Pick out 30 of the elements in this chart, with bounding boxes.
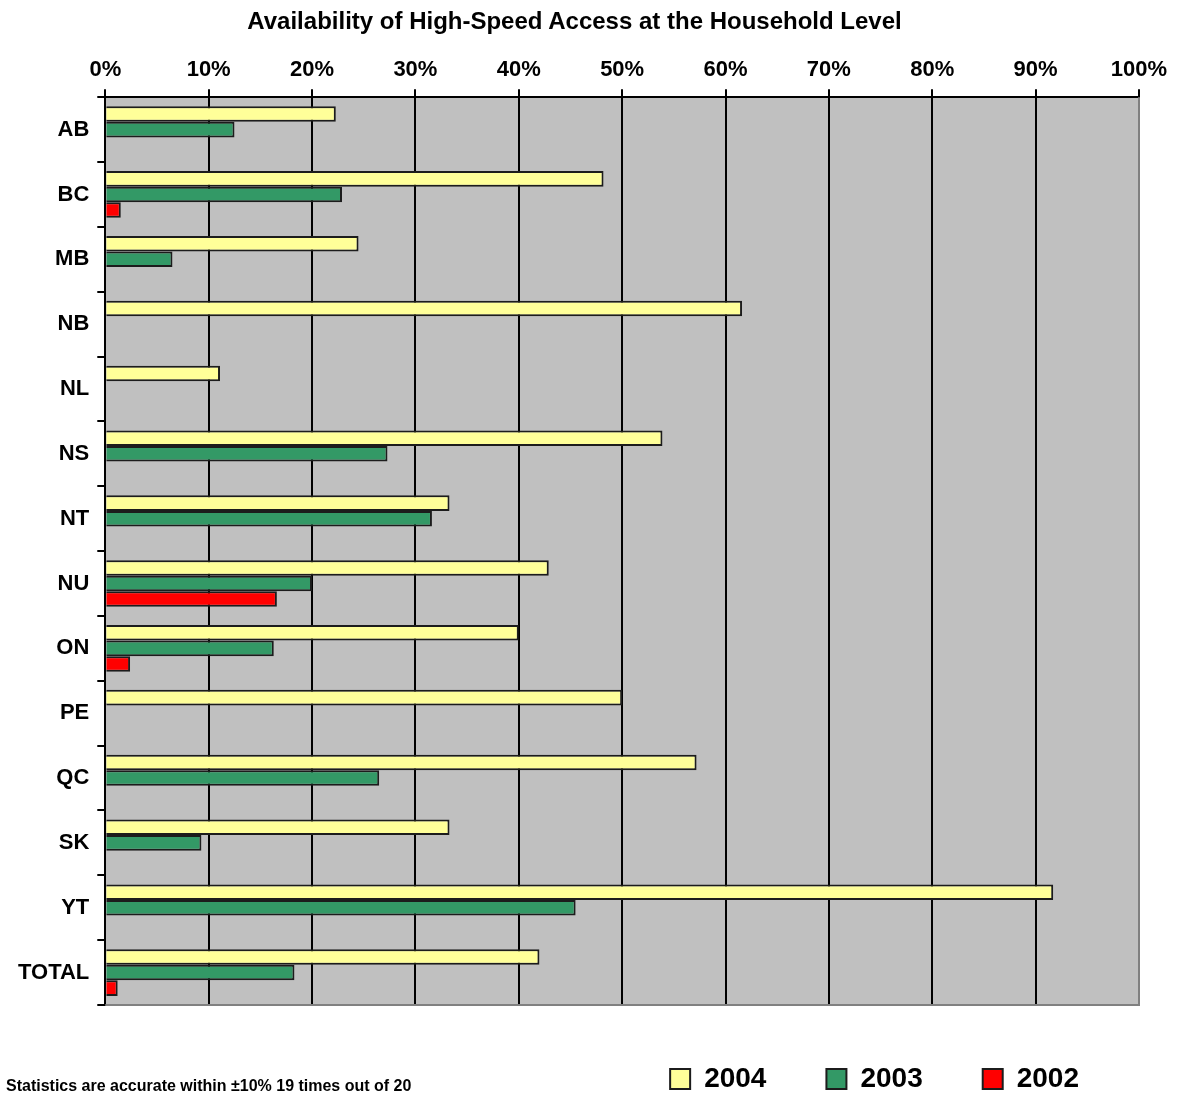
y-tick-label: BC	[57, 180, 90, 206]
x-tick-label: 20%	[290, 56, 335, 82]
y-tick-label: MB	[55, 245, 90, 271]
y-tick-label: ON	[56, 634, 90, 660]
y-tick-label: AB	[57, 115, 90, 141]
legend-label: 2003	[860, 1061, 923, 1093]
y-tick-label: PE	[59, 699, 90, 725]
y-tick-label: YT	[61, 893, 90, 919]
x-tick-label: 10%	[186, 56, 231, 82]
x-tick-label: 30%	[393, 56, 438, 82]
x-tick-label: 100%	[1110, 56, 1168, 82]
x-tick-label: 50%	[600, 56, 645, 82]
y-tick-label: NT	[59, 504, 90, 530]
y-tick-label: NU	[57, 569, 90, 595]
x-tick-label: 0%	[89, 56, 122, 82]
x-tick-label: 40%	[496, 56, 541, 82]
y-tick-label: NL	[59, 375, 90, 401]
chart-title: Availability of High-Speed Access at the Household Level	[247, 7, 902, 35]
y-tick-label: NB	[57, 310, 90, 336]
text: Statistics are accurate within ±10% 19 times out of 20	[6, 1077, 412, 1095]
x-tick-label: 70%	[806, 56, 851, 82]
y-tick-label: TOTAL	[17, 958, 90, 984]
legend-label: 2004	[704, 1061, 767, 1093]
x-tick-label: 60%	[703, 56, 748, 82]
y-tick-label: QC	[56, 764, 90, 790]
x-tick-label: 80%	[910, 56, 955, 82]
y-tick-label: SK	[58, 828, 90, 854]
y-tick-label: NS	[58, 439, 90, 465]
legend-label: 2002	[1016, 1061, 1080, 1093]
x-tick-label: 90%	[1013, 56, 1058, 82]
